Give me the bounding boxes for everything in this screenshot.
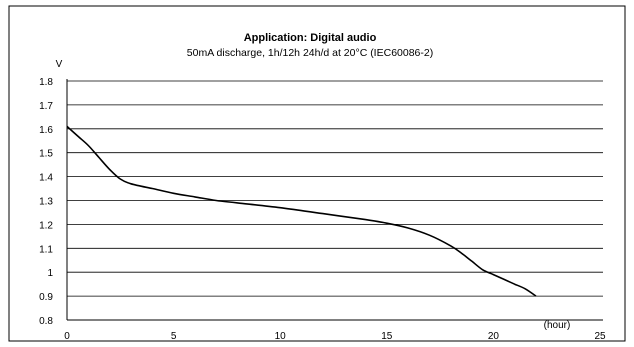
discharge-curve	[66, 125, 537, 297]
series-group	[66, 125, 537, 297]
y-tick-labels: 0.8 0.9 1 1.1 1.2 1.3 1.4 1.5 1.6 1.7 1.8	[39, 77, 53, 327]
chart-border	[8, 5, 626, 342]
y-tick-label: 1	[47, 268, 53, 279]
y-tick-label: 1.2	[39, 220, 53, 231]
y-tick-label: 1.3	[39, 197, 53, 208]
x-tick-label: 20	[488, 331, 500, 342]
x-tick-label: 5	[171, 331, 177, 342]
y-axis-unit: V	[56, 59, 63, 70]
chart-title: Application: Digital audio	[244, 32, 377, 44]
y-tick-label: 1.1	[39, 244, 53, 255]
x-tick-label: 15	[381, 331, 393, 342]
x-axis-unit: (hour)	[544, 320, 571, 331]
y-tick-label: 1.4	[39, 173, 53, 184]
x-tick-label: 25	[594, 331, 606, 342]
x-tick-label: 0	[64, 331, 70, 342]
y-tick-label: 0.8	[39, 316, 53, 327]
x-tick-labels: 0 5 10 15 20 25	[64, 331, 606, 342]
y-tick-label: 1.5	[39, 149, 53, 160]
y-tick-label: 1.8	[39, 77, 53, 88]
chart-subtitle: 50mA discharge, 1h/12h 24h/d at 20°C (IE…	[187, 47, 433, 59]
y-tick-label: 0.9	[39, 292, 53, 303]
y-tick-label: 1.6	[39, 125, 53, 136]
gridlines	[67, 80, 603, 321]
y-tick-label: 1.7	[39, 101, 53, 112]
x-tick-label: 10	[275, 331, 287, 342]
